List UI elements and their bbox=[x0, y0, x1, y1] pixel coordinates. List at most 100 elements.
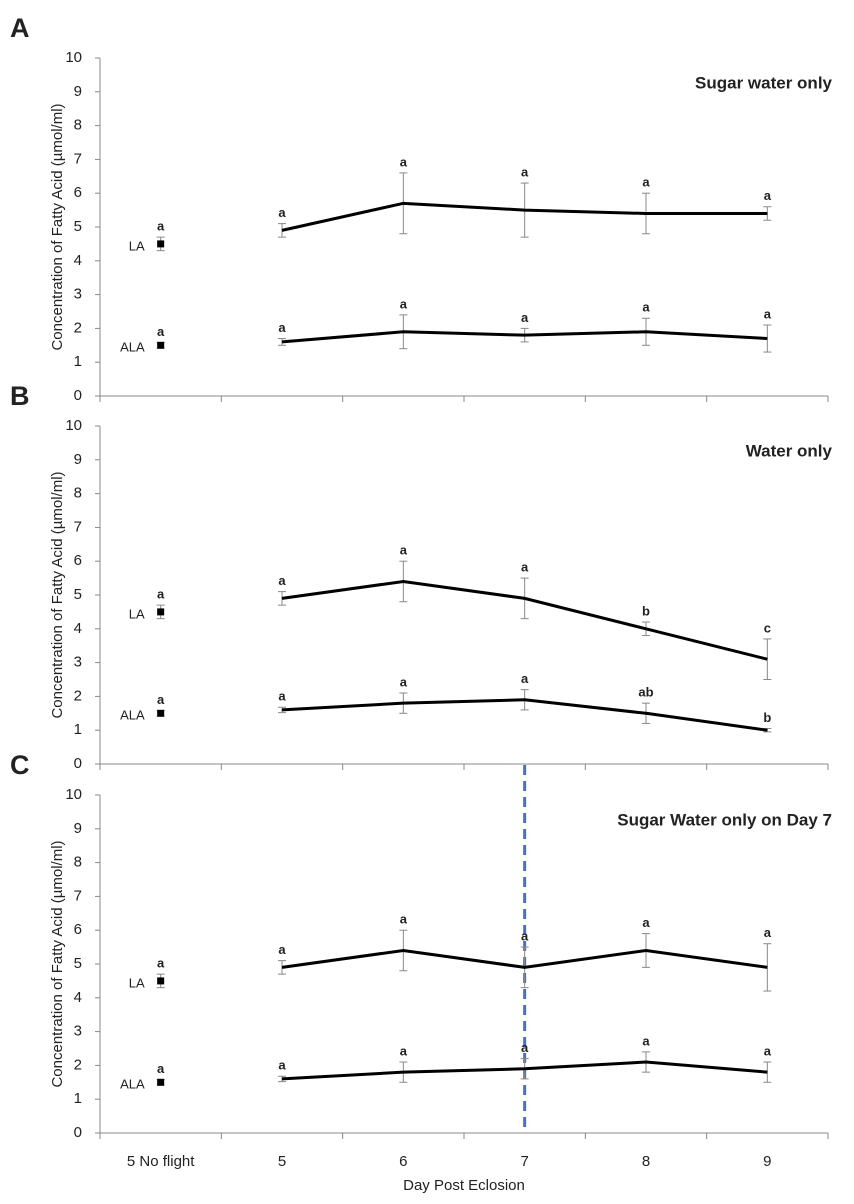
y-tick-label: 8 bbox=[74, 854, 82, 871]
significance-letter: ab bbox=[638, 685, 653, 700]
y-tick-label: 5 bbox=[74, 586, 82, 603]
significance-letter: a bbox=[278, 1058, 286, 1073]
y-tick-label: 2 bbox=[74, 319, 82, 336]
significance-letter: a bbox=[521, 560, 529, 575]
panel-label: B bbox=[10, 381, 30, 411]
y-tick-label: 7 bbox=[74, 887, 82, 904]
series-label: LA bbox=[129, 606, 145, 621]
significance-letter: a bbox=[278, 320, 286, 335]
significance-letter: a bbox=[642, 175, 650, 190]
y-tick-label: 3 bbox=[74, 654, 82, 671]
panel-label: C bbox=[10, 750, 30, 780]
y-tick-label: 10 bbox=[65, 786, 82, 803]
significance-letter: a bbox=[400, 912, 408, 927]
marker bbox=[157, 709, 165, 717]
y-tick-label: 5 bbox=[74, 955, 82, 972]
significance-letter: a bbox=[278, 689, 286, 704]
significance-letter: a bbox=[400, 296, 408, 311]
series-line bbox=[281, 579, 768, 661]
y-tick-label: 4 bbox=[74, 989, 82, 1006]
x-tick-label: 6 bbox=[399, 1153, 407, 1170]
panel-title: Water only bbox=[746, 441, 833, 460]
significance-letter: a bbox=[400, 1043, 408, 1058]
y-tick-label: 6 bbox=[74, 552, 82, 569]
y-tick-label: 2 bbox=[74, 1056, 82, 1073]
y-tick-label: 8 bbox=[74, 485, 82, 502]
significance-letter: a bbox=[278, 205, 286, 220]
significance-letter: a bbox=[157, 324, 165, 339]
y-axis-label: Concentration of Fatty Acid (µmol/ml) bbox=[49, 840, 66, 1087]
significance-letter: a bbox=[642, 1033, 650, 1048]
y-tick-label: 10 bbox=[65, 417, 82, 434]
significance-letter: a bbox=[521, 671, 529, 686]
panel-title: Sugar water only bbox=[695, 73, 833, 92]
y-tick-label: 7 bbox=[74, 150, 82, 167]
significance-letter: a bbox=[157, 1061, 165, 1076]
y-tick-label: 1 bbox=[74, 721, 82, 738]
y-tick-label: 6 bbox=[74, 921, 82, 938]
x-tick-label: 7 bbox=[520, 1153, 528, 1170]
marker bbox=[157, 240, 165, 248]
series-line bbox=[281, 330, 768, 344]
significance-letter: a bbox=[764, 925, 772, 940]
panel-title: Sugar Water only on Day 7 bbox=[617, 810, 832, 829]
panel-label: A bbox=[10, 13, 30, 43]
x-tick-label: 8 bbox=[642, 1153, 650, 1170]
significance-letter: a bbox=[764, 306, 772, 321]
y-tick-label: 3 bbox=[74, 1023, 82, 1040]
series-label: ALA bbox=[120, 708, 145, 723]
y-tick-label: 10 bbox=[65, 49, 82, 66]
y-tick-label: 5 bbox=[74, 218, 82, 235]
y-tick-label: 6 bbox=[74, 184, 82, 201]
series-label: ALA bbox=[120, 1077, 145, 1092]
y-axis-label: Concentration of Fatty Acid (µmol/ml) bbox=[49, 103, 66, 350]
significance-letter: b bbox=[763, 710, 771, 725]
series-line bbox=[281, 201, 768, 232]
marker bbox=[157, 341, 165, 349]
y-tick-label: 0 bbox=[74, 755, 82, 772]
y-tick-label: 7 bbox=[74, 518, 82, 535]
y-tick-label: 1 bbox=[74, 353, 82, 370]
significance-letter: a bbox=[157, 956, 165, 971]
series-line bbox=[281, 698, 768, 732]
significance-letter: a bbox=[642, 300, 650, 315]
significance-letter: a bbox=[400, 154, 408, 169]
significance-letter: a bbox=[521, 929, 529, 944]
y-tick-label: 3 bbox=[74, 286, 82, 303]
y-tick-label: 8 bbox=[74, 117, 82, 134]
significance-letter: a bbox=[278, 942, 286, 957]
significance-letter: a bbox=[278, 573, 286, 588]
significance-letter: a bbox=[764, 188, 772, 203]
x-tick-label: 9 bbox=[763, 1153, 771, 1170]
series-label: LA bbox=[129, 238, 145, 253]
series-line bbox=[281, 1060, 768, 1081]
y-tick-label: 4 bbox=[74, 620, 82, 637]
significance-letter: a bbox=[157, 587, 165, 602]
y-tick-label: 0 bbox=[74, 1124, 82, 1141]
significance-letter: a bbox=[400, 543, 408, 558]
y-tick-label: 9 bbox=[74, 820, 82, 837]
significance-letter: a bbox=[642, 915, 650, 930]
significance-letter: a bbox=[157, 692, 165, 707]
y-tick-label: 4 bbox=[74, 252, 82, 269]
x-axis-label: Day Post Eclosion bbox=[403, 1177, 525, 1194]
y-axis-label: Concentration of Fatty Acid (µmol/ml) bbox=[49, 471, 66, 718]
significance-letter: a bbox=[764, 1043, 772, 1058]
significance-letter: c bbox=[764, 620, 771, 635]
significance-letter: a bbox=[157, 219, 165, 234]
significance-letter: a bbox=[400, 674, 408, 689]
y-tick-label: 2 bbox=[74, 687, 82, 704]
marker bbox=[157, 1078, 165, 1086]
series-label: ALA bbox=[120, 340, 145, 355]
significance-letter: a bbox=[521, 1040, 529, 1055]
y-tick-label: 1 bbox=[74, 1090, 82, 1107]
marker bbox=[157, 977, 165, 985]
y-tick-label: 9 bbox=[74, 451, 82, 468]
series-label: LA bbox=[129, 975, 145, 990]
y-tick-label: 9 bbox=[74, 83, 82, 100]
marker bbox=[157, 608, 165, 616]
series-line bbox=[281, 948, 768, 969]
significance-letter: b bbox=[642, 603, 650, 618]
x-tick-label: 5 bbox=[278, 1153, 286, 1170]
